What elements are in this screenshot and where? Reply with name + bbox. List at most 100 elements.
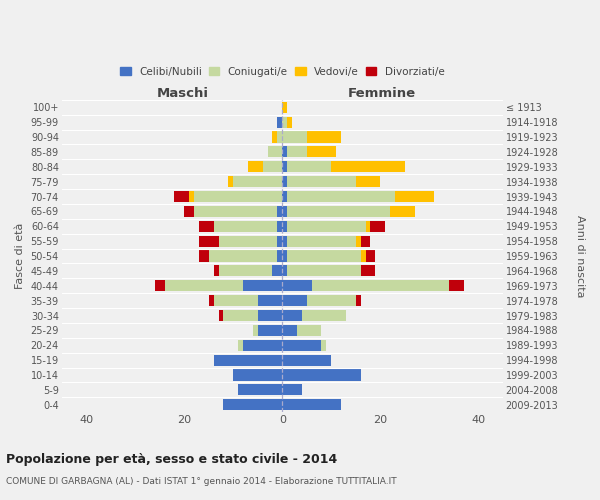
Bar	[282, 295, 356, 306]
Bar	[282, 370, 361, 380]
Text: Femmine: Femmine	[347, 87, 416, 100]
Bar	[277, 206, 282, 217]
Bar	[214, 220, 282, 232]
Bar	[253, 325, 282, 336]
Bar	[189, 191, 282, 202]
Bar	[184, 206, 282, 217]
Bar	[282, 340, 322, 351]
Bar	[282, 220, 365, 232]
Bar	[277, 116, 282, 128]
Text: COMUNE DI GARBAGNA (AL) - Dati ISTAT 1° gennaio 2014 - Elaborazione TUTTITALIA.I: COMUNE DI GARBAGNA (AL) - Dati ISTAT 1° …	[6, 478, 397, 486]
Bar	[282, 310, 346, 321]
Bar	[282, 280, 449, 291]
Bar	[238, 384, 282, 396]
Bar	[218, 266, 282, 276]
Bar	[282, 310, 302, 321]
Bar	[238, 340, 282, 351]
Bar	[263, 161, 282, 172]
Bar	[282, 176, 287, 187]
Bar	[238, 384, 282, 396]
Bar	[282, 132, 307, 142]
Bar	[164, 280, 282, 291]
Bar	[199, 250, 282, 262]
Bar	[282, 206, 287, 217]
Bar	[223, 399, 282, 410]
Bar	[282, 295, 361, 306]
Bar	[194, 191, 282, 202]
Bar	[282, 132, 341, 142]
Bar	[272, 132, 282, 142]
Bar	[282, 340, 326, 351]
Bar	[282, 280, 311, 291]
Bar	[209, 295, 282, 306]
Bar	[258, 325, 282, 336]
Bar	[243, 340, 282, 351]
Bar	[282, 399, 341, 410]
Bar	[209, 250, 282, 262]
Bar	[199, 236, 282, 246]
Bar	[223, 310, 282, 321]
Bar	[282, 236, 287, 246]
Bar	[282, 191, 434, 202]
Bar	[282, 161, 405, 172]
Bar	[175, 191, 282, 202]
Y-axis label: Fasce di età: Fasce di età	[15, 223, 25, 289]
Bar	[164, 280, 282, 291]
Bar	[214, 354, 282, 366]
Bar	[223, 399, 282, 410]
Bar	[282, 340, 326, 351]
Bar	[277, 236, 282, 246]
Text: Maschi: Maschi	[157, 87, 209, 100]
Bar	[282, 354, 331, 366]
Bar	[253, 325, 282, 336]
Bar	[282, 399, 341, 410]
Bar	[223, 399, 282, 410]
Bar	[282, 370, 361, 380]
Bar	[282, 354, 331, 366]
Bar	[282, 266, 361, 276]
Bar	[194, 206, 282, 217]
Bar	[282, 191, 434, 202]
Bar	[282, 220, 287, 232]
Bar	[282, 295, 307, 306]
Bar	[282, 206, 415, 217]
Bar	[238, 384, 282, 396]
Bar	[282, 384, 302, 396]
Bar	[282, 176, 380, 187]
Bar	[223, 399, 282, 410]
Bar	[282, 295, 356, 306]
Bar	[282, 191, 287, 202]
Y-axis label: Anni di nascita: Anni di nascita	[575, 215, 585, 298]
Bar	[238, 340, 282, 351]
Bar	[268, 146, 282, 158]
Bar	[282, 325, 297, 336]
Bar	[218, 310, 282, 321]
Bar	[282, 102, 287, 113]
Bar	[233, 370, 282, 380]
Bar	[277, 116, 282, 128]
Bar	[258, 295, 282, 306]
Bar	[248, 161, 282, 172]
Bar	[282, 354, 331, 366]
Bar	[194, 206, 282, 217]
Bar	[282, 325, 322, 336]
Bar	[282, 146, 336, 158]
Bar	[214, 354, 282, 366]
Bar	[282, 116, 287, 128]
Bar	[248, 161, 282, 172]
Bar	[214, 295, 282, 306]
Bar	[282, 116, 292, 128]
Bar	[282, 146, 336, 158]
Bar	[282, 370, 361, 380]
Bar	[277, 116, 282, 128]
Bar	[214, 295, 282, 306]
Bar	[282, 191, 395, 202]
Bar	[214, 220, 282, 232]
Bar	[282, 384, 302, 396]
Bar	[282, 146, 307, 158]
Bar	[233, 370, 282, 380]
Bar	[282, 325, 322, 336]
Bar	[282, 310, 346, 321]
Bar	[282, 266, 287, 276]
Bar	[282, 250, 376, 262]
